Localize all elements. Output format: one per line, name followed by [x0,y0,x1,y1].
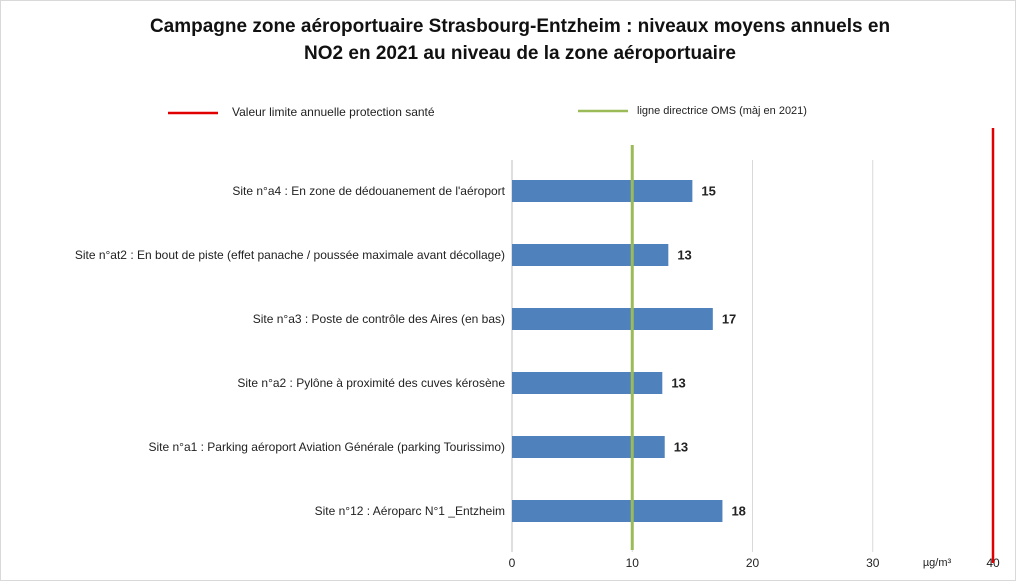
category-label-row: Site n°a1 : Parking aéroport Aviation Gé… [10,425,505,469]
category-label: Site n°a1 : Parking aéroport Aviation Gé… [148,439,505,454]
x-axis-label: µg/m³ [923,557,952,569]
category-label-row: Site n°a2 : Pylône à proximité des cuves… [10,361,505,405]
category-label-box: Site n°a2 : Pylône à proximité des cuves… [10,361,505,405]
category-label-box: Site n°12 : Aéroparc N°1 _Entzheim [10,489,505,533]
category-label-row: Site n°at2 : En bout de piste (effet pan… [10,233,505,277]
category-label-box: Site n°a1 : Parking aéroport Aviation Gé… [10,425,505,469]
x-tick-label: 20 [746,556,760,570]
title-box: Campagne zone aéroportuaire Strasbourg-E… [149,16,891,64]
category-label: Site n°at2 : En bout de piste (effet pan… [74,247,505,262]
data-label: 17 [722,311,736,326]
legend-label: ligne directrice OMS (màj en 2021) [637,105,807,117]
bar [512,372,663,394]
x-tick-label: 40 [986,556,1000,570]
category-label-box: Site n°at2 : En bout de piste (effet pan… [10,233,505,277]
category-label: Site n°a4 : En zone de dédouanement de l… [232,183,505,198]
data-label: 13 [674,439,688,454]
bar [512,436,665,458]
data-label: 13 [677,247,691,262]
category-label-row: Site n°12 : Aéroparc N°1 _Entzheim [10,489,505,533]
data-label: 18 [731,503,745,518]
data-label: 15 [701,183,715,198]
legend-label: Valeur limite annuelle protection santé [232,105,435,119]
category-label: Site n°a3 : Poste de contrôle des Aires … [252,311,505,326]
x-tick-label: 0 [509,556,516,570]
x-tick-label: 30 [866,556,880,570]
bar [512,244,669,266]
category-label-box: Site n°a3 : Poste de contrôle des Aires … [10,297,505,341]
category-label-box: Site n°a4 : En zone de dédouanement de l… [10,169,505,213]
bar [512,500,723,522]
bar [512,308,713,330]
category-label-row: Site n°a3 : Poste de contrôle des Aires … [10,297,505,341]
category-label: Site n°a2 : Pylône à proximité des cuves… [237,375,505,390]
bar [512,180,693,202]
category-label-row: Site n°a4 : En zone de dédouanement de l… [10,169,505,213]
chart-title: Campagne zone aéroportuaire Strasbourg-E… [149,16,891,64]
x-tick-label: 10 [626,556,640,570]
category-label: Site n°12 : Aéroparc N°1 _Entzheim [314,503,505,518]
data-label: 13 [671,375,685,390]
